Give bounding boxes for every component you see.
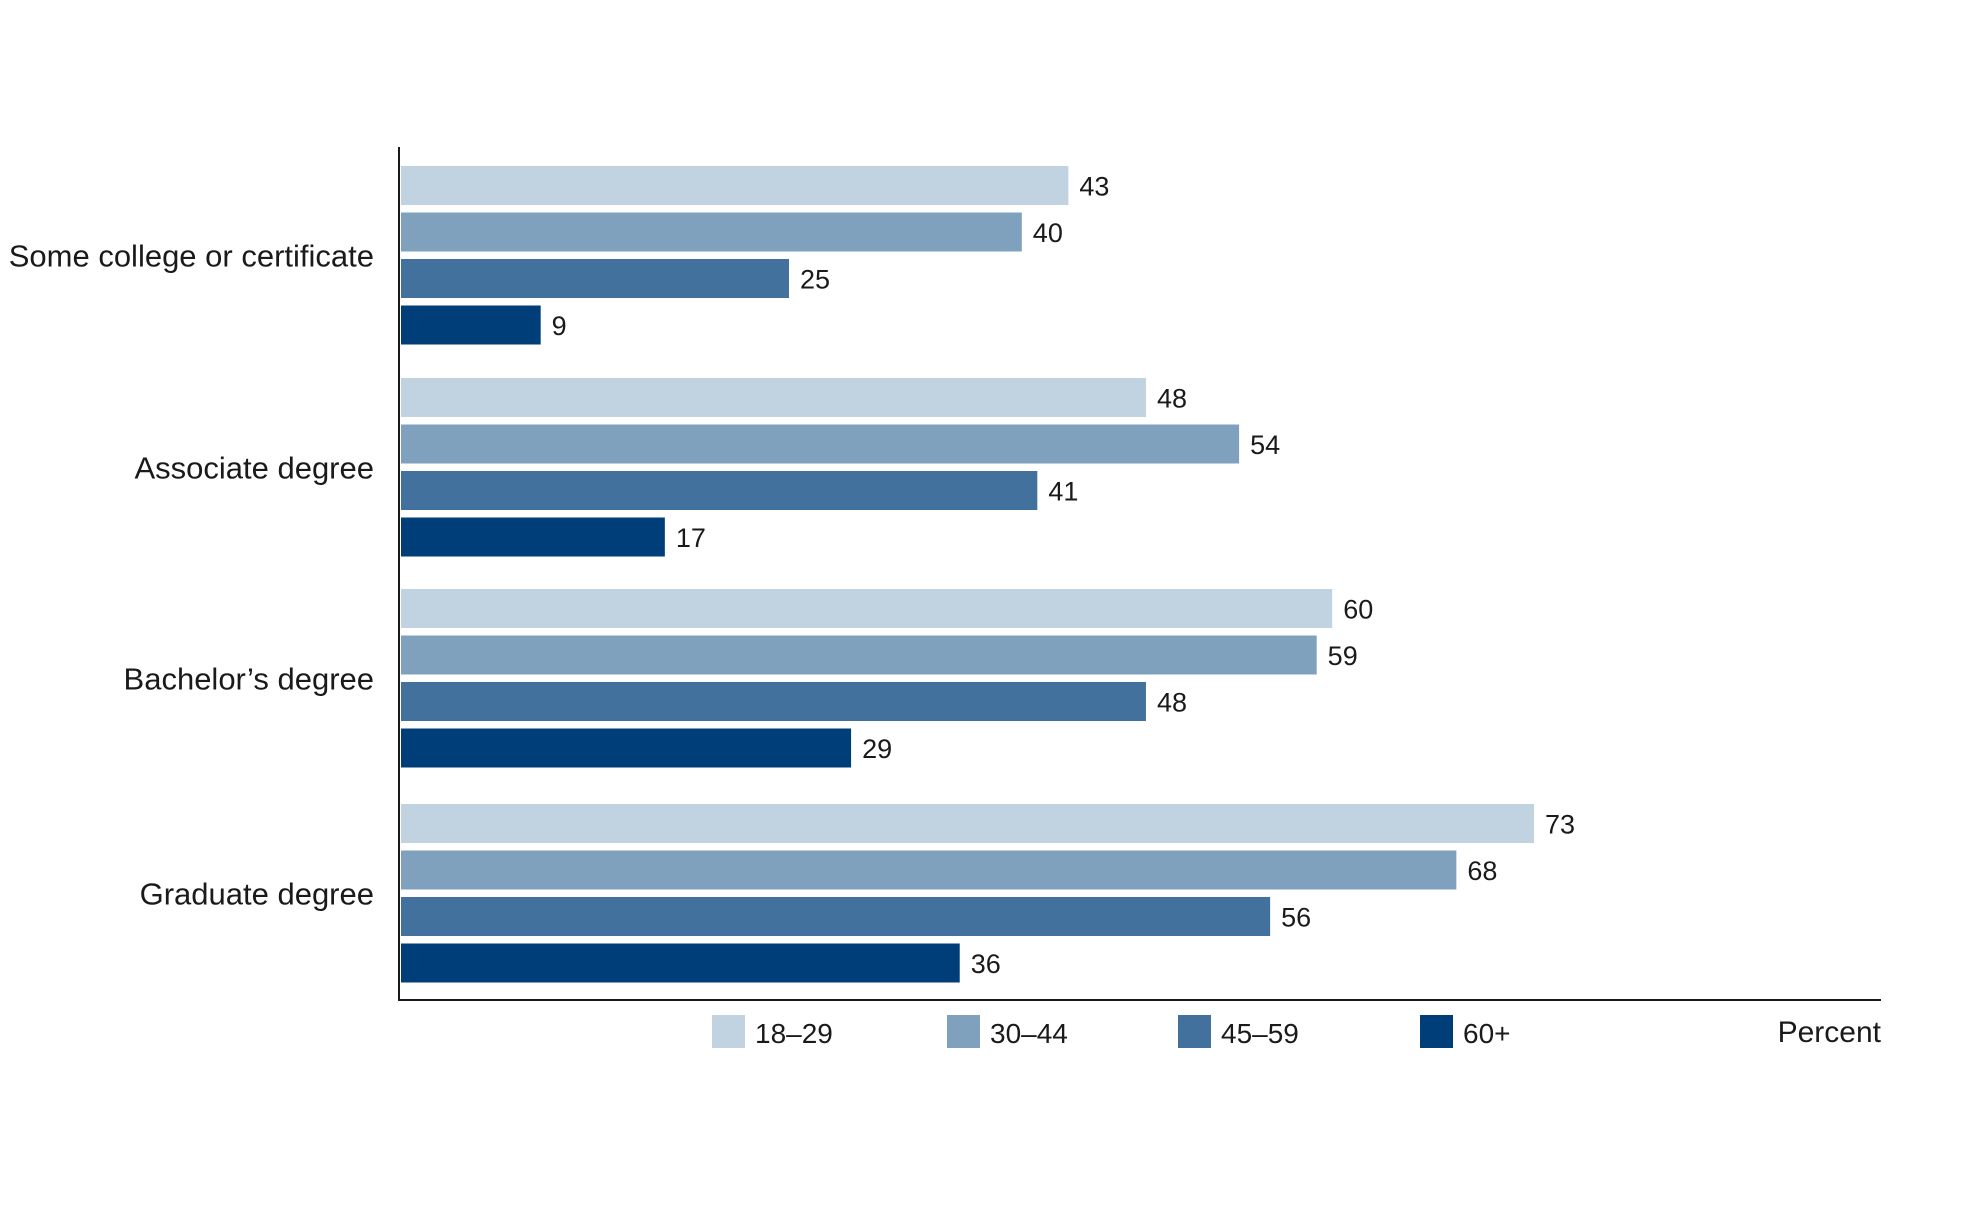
bar-value-label: 9 [552, 311, 567, 341]
bar [401, 850, 1457, 890]
bar [401, 378, 1146, 417]
bar-value-label: 54 [1250, 430, 1280, 460]
bar [401, 943, 960, 983]
x-axis-unit-label: Percent [1778, 1016, 1882, 1049]
bar-value-label: 43 [1079, 172, 1109, 202]
bar-value-label: 73 [1545, 810, 1575, 840]
bar [401, 212, 1022, 252]
bar [401, 728, 852, 768]
legend-label: 45–59 [1221, 1018, 1299, 1049]
bar [401, 804, 1534, 843]
bar [401, 259, 789, 298]
bar-value-label: 17 [676, 523, 706, 553]
bar-value-label: 48 [1157, 384, 1187, 414]
bar-value-label: 40 [1033, 218, 1063, 248]
bar [401, 517, 665, 557]
bar-value-label: 25 [800, 265, 830, 295]
bar [401, 305, 541, 345]
legend-item: 45–59 [1178, 1015, 1299, 1049]
legend-label: 60+ [1463, 1018, 1511, 1049]
value-labels-layer: 43 40 25 9 48 54 41 17 60 59 48 29 73 68 56 36 [552, 172, 1575, 980]
category-label: Some college or certificate [9, 238, 374, 273]
bar [401, 471, 1038, 510]
legend-label: 18–29 [755, 1018, 833, 1049]
legend-swatch [947, 1015, 980, 1048]
bars-layer [401, 166, 1534, 983]
legend-swatch [712, 1015, 745, 1048]
bar [401, 424, 1240, 464]
bar [401, 897, 1271, 936]
category-label: Associate degree [134, 450, 374, 485]
bar-value-label: 29 [862, 734, 892, 764]
legend-item: 60+ [1420, 1015, 1511, 1049]
bar-value-label: 41 [1048, 477, 1078, 507]
legend-item: 18–29 [712, 1015, 833, 1049]
category-label: Bachelor’s degree [124, 661, 374, 696]
legend-item: 30–44 [947, 1015, 1068, 1049]
category-labels-layer: Some college or certificate Associate deg… [9, 238, 374, 911]
bar [401, 589, 1333, 628]
bar-value-label: 68 [1467, 856, 1497, 886]
bar-value-label: 36 [971, 949, 1001, 979]
legend-swatch [1420, 1015, 1453, 1048]
bar [401, 635, 1317, 675]
legend-label: 30–44 [990, 1018, 1068, 1049]
bar-value-label: 60 [1343, 595, 1373, 625]
bar-value-label: 56 [1281, 903, 1311, 933]
bar-value-label: 59 [1328, 641, 1358, 671]
legend-swatch [1178, 1015, 1211, 1048]
bar [401, 166, 1069, 205]
legend: 18–29 30–44 45–59 60+ [712, 1015, 1511, 1049]
bar [401, 682, 1146, 721]
bar-value-label: 48 [1157, 688, 1187, 718]
category-label: Graduate degree [140, 876, 374, 911]
